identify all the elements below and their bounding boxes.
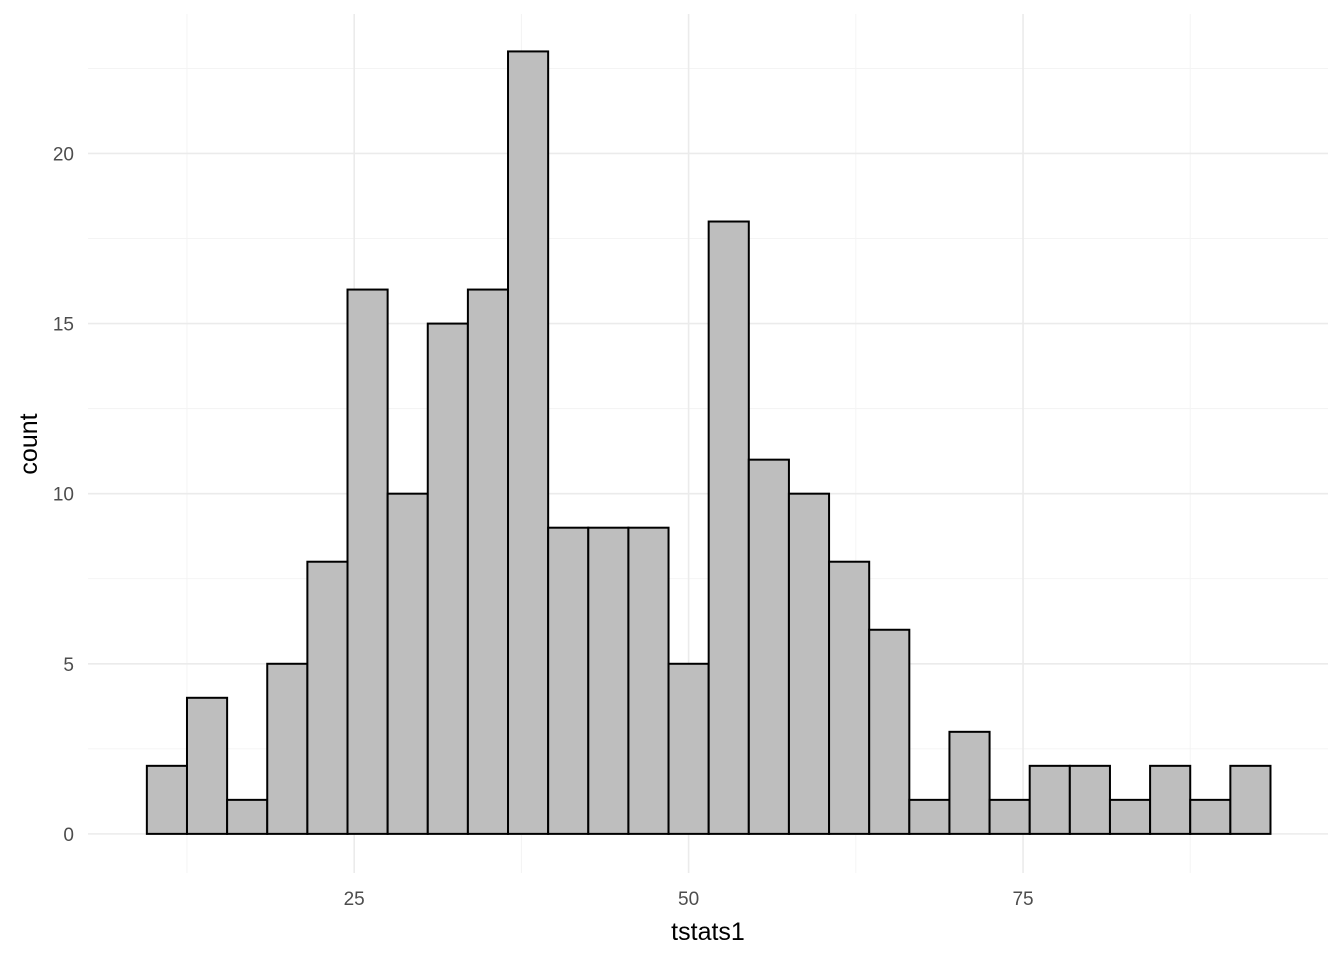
y-tick-label: 10 bbox=[53, 485, 74, 506]
histogram-bar bbox=[507, 50, 550, 835]
x-axis-title: tstats1 bbox=[671, 918, 745, 946]
x-axis-tick-labels: 25 50 75 bbox=[344, 889, 1034, 910]
histogram-bar bbox=[707, 220, 750, 835]
histogram-bar bbox=[828, 560, 871, 835]
y-axis-tick-labels: 0 5 10 15 20 bbox=[53, 144, 74, 845]
y-tick-label: 0 bbox=[63, 825, 74, 846]
histogram-bar bbox=[306, 560, 349, 835]
y-tick-label: 20 bbox=[53, 144, 74, 165]
y-axis-title: count bbox=[15, 413, 43, 474]
y-tick-label: 15 bbox=[53, 315, 74, 336]
histogram-bar bbox=[1108, 798, 1152, 835]
x-tick-label: 50 bbox=[678, 889, 699, 910]
histogram-bar bbox=[948, 730, 991, 835]
histogram-bar bbox=[587, 526, 630, 835]
y-tick-label: 5 bbox=[63, 655, 74, 676]
histogram-bar bbox=[988, 798, 1031, 835]
histogram-bar bbox=[1028, 764, 1071, 835]
histogram-bar bbox=[1189, 798, 1232, 835]
histogram-bar bbox=[1229, 764, 1272, 835]
histogram-bar bbox=[426, 322, 469, 835]
histogram-bar bbox=[547, 526, 590, 835]
histogram-bar bbox=[1149, 764, 1192, 835]
histogram-bar bbox=[266, 662, 309, 835]
histogram-bars bbox=[145, 50, 1272, 835]
histogram-bar bbox=[667, 662, 710, 835]
histogram-bar bbox=[747, 458, 790, 835]
x-tick-label: 75 bbox=[1012, 889, 1033, 910]
histogram-bar bbox=[346, 288, 389, 835]
histogram-bar bbox=[145, 764, 188, 835]
histogram-bar bbox=[466, 288, 510, 835]
histogram-bar bbox=[386, 492, 429, 835]
histogram-bar bbox=[627, 526, 670, 835]
histogram-bar bbox=[185, 696, 229, 835]
histogram-bar bbox=[1068, 764, 1111, 835]
histogram-bar bbox=[868, 628, 911, 835]
x-tick-label: 25 bbox=[344, 889, 365, 910]
histogram-bar bbox=[908, 798, 951, 835]
histogram-bar bbox=[787, 492, 831, 835]
histogram-bar bbox=[226, 798, 269, 835]
